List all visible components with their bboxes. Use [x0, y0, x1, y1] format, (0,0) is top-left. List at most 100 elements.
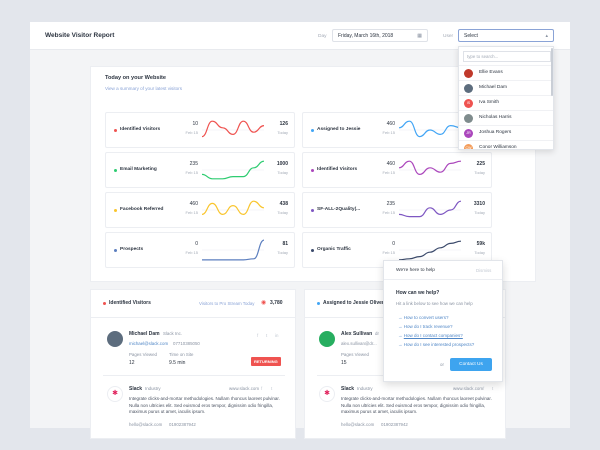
- metric-card[interactable]: Facebook Referred 460 Feb 15 438 Today: [105, 192, 295, 228]
- red-dot-icon: [103, 302, 106, 305]
- company-phone: 01902387942: [381, 422, 408, 427]
- dropdown-scrollbar[interactable]: [551, 48, 553, 96]
- metric-from-date: Feb 15: [382, 210, 395, 215]
- company-name[interactable]: Slack: [341, 386, 355, 392]
- day-label: Day: [318, 34, 327, 39]
- identified-visitors-card: Identified Visitors Visitors to Pro Stre…: [90, 289, 296, 439]
- help-link[interactable]: → How do I track revenue?: [398, 324, 453, 329]
- person-email[interactable]: alex.sullivan@dr...: [341, 341, 377, 346]
- metric-from-value: 0: [195, 241, 198, 247]
- avatar: [319, 331, 335, 347]
- metric-from-date: Feb 15: [185, 250, 198, 255]
- user-search-input[interactable]: type to search...: [463, 51, 551, 62]
- metric-from-value: 235: [189, 161, 198, 167]
- metric-label: Facebook Referred: [120, 207, 164, 212]
- company-description: Integrate clicks-and-mortar methodologie…: [129, 396, 280, 414]
- help-link-label: How do I contact companies?: [403, 333, 463, 338]
- company-url[interactable]: www.slack.com: [229, 386, 260, 391]
- today-subtitle: View a summary of your latest visitors: [105, 86, 183, 91]
- help-link[interactable]: → How do I contact companies?: [398, 333, 463, 338]
- metric-dot-icon: [311, 129, 314, 132]
- person-company: Slack Inc.: [163, 331, 183, 336]
- metric-card[interactable]: Email Marketing 235 Feb 15 1000 Today: [105, 152, 295, 188]
- person-name[interactable]: Michael Dam: [129, 331, 160, 337]
- contact-us-button[interactable]: Contact Us: [450, 358, 492, 371]
- help-link-label: How do I see interested prospects?: [403, 342, 475, 347]
- day-picker[interactable]: Friday, March 16th, 2018 ▦: [332, 29, 428, 42]
- metric-from-value: 0: [392, 241, 395, 247]
- user-option[interactable]: IS Iva Smith: [459, 95, 553, 109]
- time-on-site-value: 9.5 min: [169, 360, 186, 366]
- user-option[interactable]: Nicholas Harris: [459, 110, 553, 124]
- arrow-right-icon: →: [398, 333, 404, 338]
- linkedin-icon[interactable]: in: [275, 333, 279, 338]
- sparkline-line: [399, 160, 461, 176]
- person-name[interactable]: Alex Sullivan: [341, 331, 373, 337]
- metric-to-date: Today: [277, 210, 288, 215]
- arrow-right-icon: →: [398, 342, 404, 347]
- pro-stream-link[interactable]: Visitors to Pro Stream Today: [199, 301, 255, 306]
- user-select[interactable]: Select ▴: [458, 29, 554, 42]
- eye-icon: ◉: [261, 300, 267, 306]
- company-description: Integrate clicks-and-mortar methodologie…: [341, 396, 492, 414]
- company-email[interactable]: hello@slack.com: [341, 422, 375, 427]
- metric-to-value: 126: [279, 121, 288, 127]
- metric-dot-icon: [114, 209, 117, 212]
- company-industry: Industry: [357, 386, 373, 391]
- sparkline-line: [399, 200, 461, 218]
- metric-label: Prospects: [120, 247, 144, 252]
- metric-to-value: 225: [476, 161, 485, 167]
- twitter-icon[interactable]: t: [271, 386, 273, 391]
- help-header-text: We're here to help: [396, 268, 435, 273]
- metric-sparkline: [399, 240, 461, 261]
- company-industry: Industry: [145, 386, 161, 391]
- visitor-count: 3,780: [270, 300, 283, 306]
- metric-card[interactable]: Prospects 0 Feb 15 81 Today: [105, 232, 295, 268]
- user-option-name: Iva Smith: [479, 100, 499, 105]
- company-name[interactable]: Slack: [129, 386, 143, 392]
- metric-card[interactable]: Identified Visitors 460 Feb 15 225 Today: [302, 152, 492, 188]
- metric-card[interactable]: Identified Visitors 10 Feb 15 126 Today: [105, 112, 295, 148]
- metric-from-date: Feb 15: [185, 210, 198, 215]
- dismiss-button[interactable]: Dismiss: [476, 268, 492, 273]
- facebook-icon[interactable]: f: [257, 333, 259, 338]
- metric-from-date: Feb 15: [382, 170, 395, 175]
- slack-logo-icon: ✱: [319, 386, 335, 402]
- avatar: [464, 69, 473, 78]
- help-link[interactable]: → How to convert users?: [398, 315, 449, 320]
- assigned-card-title: Assigned to Jessie Oliver: [323, 300, 384, 306]
- metric-to-value: 59k: [476, 241, 485, 247]
- sparkline-line: [399, 120, 461, 138]
- avatar: [107, 331, 123, 347]
- user-option[interactable]: Michael Dam: [459, 80, 553, 94]
- arrow-right-icon: →: [398, 315, 404, 320]
- time-on-site-label: Time on Site: [169, 352, 194, 357]
- facebook-icon[interactable]: f: [483, 386, 485, 391]
- metric-from-value: 10: [192, 121, 198, 127]
- person-company: dr: [375, 331, 379, 336]
- metric-to-value: 81: [282, 241, 288, 247]
- metric-from-date: Feb 15: [382, 130, 395, 135]
- user-option[interactable]: JR Joshua Rogers: [459, 125, 553, 139]
- twitter-icon[interactable]: t: [492, 386, 494, 391]
- company-url[interactable]: www.slack.com: [453, 386, 484, 391]
- metric-from-date: Feb 15: [185, 130, 198, 135]
- blue-dot-icon: [317, 302, 320, 305]
- user-label: User: [443, 34, 454, 39]
- facebook-icon[interactable]: f: [261, 386, 263, 391]
- metric-sparkline: [399, 120, 461, 138]
- help-link[interactable]: → How do I see interested prospects?: [398, 342, 474, 347]
- metric-from-date: Feb 15: [185, 170, 198, 175]
- metric-card[interactable]: SF-ALL-2Quality(... 235 Feb 15 3310 Today: [302, 192, 492, 228]
- person-email[interactable]: michael@slack.com: [129, 341, 169, 346]
- avatar: [464, 84, 473, 93]
- twitter-icon[interactable]: t: [266, 333, 268, 338]
- user-option[interactable]: CW Conor Williamson: [459, 140, 553, 149]
- help-widget: We're here to help Dismiss How can we he…: [383, 260, 503, 382]
- help-link-label: How to convert users?: [403, 315, 449, 320]
- user-option[interactable]: Ellie Evans: [459, 65, 553, 79]
- metric-from-value: 460: [386, 121, 395, 127]
- company-email[interactable]: hello@slack.com: [129, 422, 163, 427]
- metric-from-date: Feb 15: [382, 250, 395, 255]
- metric-to-date: Today: [474, 170, 485, 175]
